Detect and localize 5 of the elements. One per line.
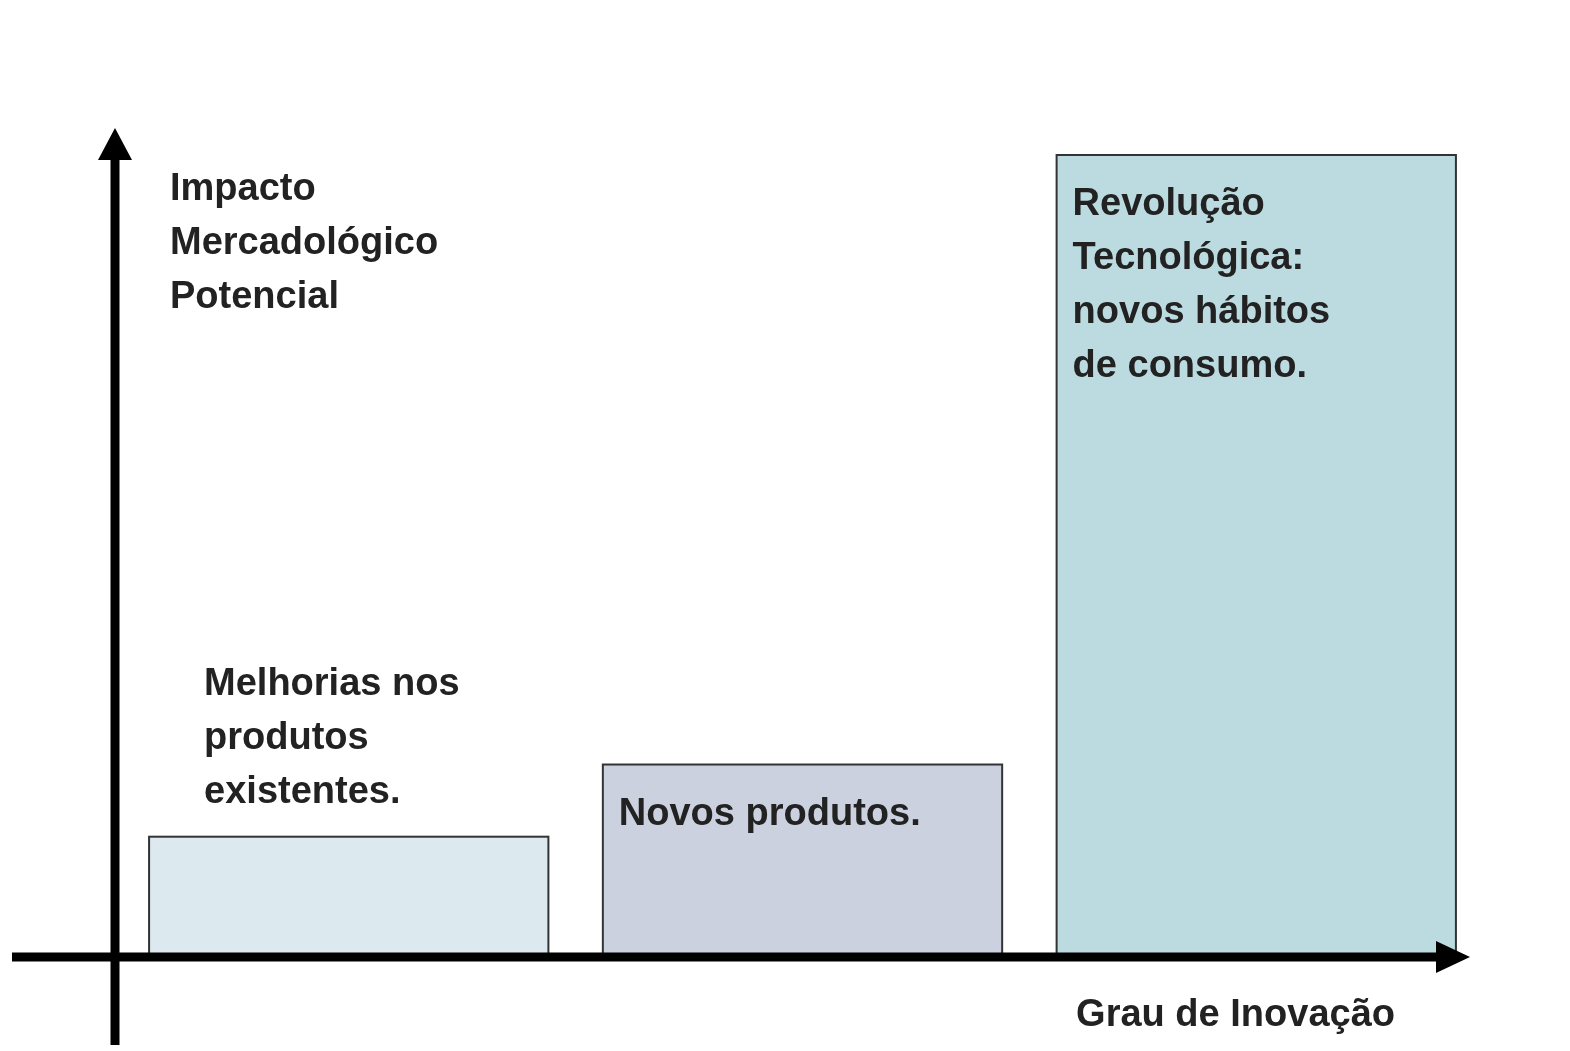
x-axis-title: Grau de Inovação [1076,992,1395,1034]
y-axis-title: Impacto Mercadológico Potencial [170,166,439,316]
x-tick-label: Revolução Tecnológica: novos hábitos de consumo. [1072,181,1331,385]
x-tick-label: Novos produtos. [618,790,921,833]
x-tick-label: Melhorias nos produtos existentes. [204,660,460,811]
